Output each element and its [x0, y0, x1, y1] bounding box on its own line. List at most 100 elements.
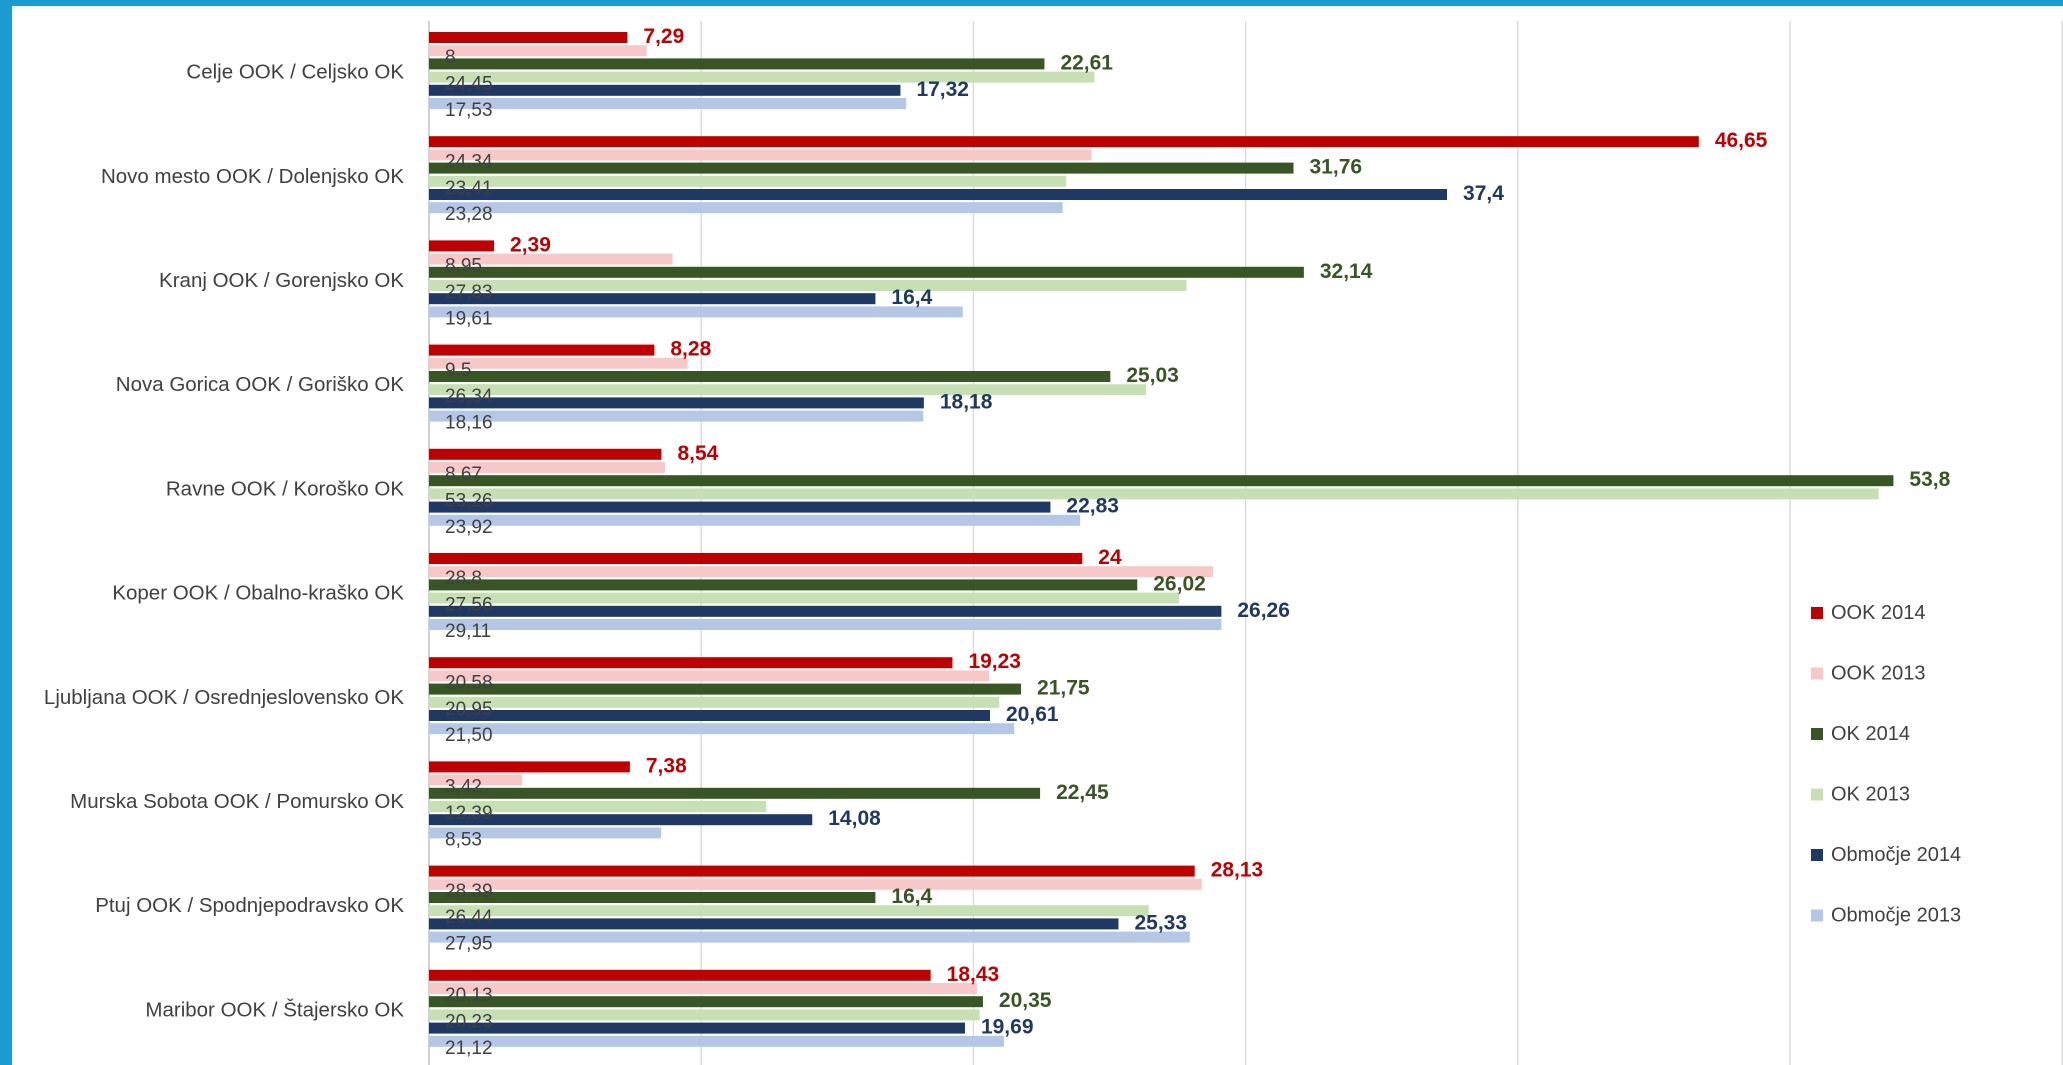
bar-ok-2013-ptuj-ook-spodnjepodravsko-ok — [429, 905, 1149, 917]
data-label-ook-2014-ravne-ook-korosko-ok: 8,54 — [677, 442, 718, 465]
data-label-ook-2013-koper-ook-obalno-krasko-ok: 28,8 — [445, 568, 482, 589]
data-label-ook-2013-ptuj-ook-spodnjepodravsko-ok: 28,39 — [445, 881, 493, 902]
data-label-ok-2014-kranj-ook-gorenjsko-ok: 32,14 — [1320, 260, 1373, 283]
bar-ok-2014-novo-mesto-ook-dolenjsko-ok — [429, 162, 1294, 174]
legend-swatch-ok-2014 — [1811, 728, 1823, 740]
bar-ook-2013-kranj-ook-gorenjsko-ok — [429, 253, 673, 265]
data-label-ook-2013-celje-ook-celjsko-ok: 8 — [445, 47, 456, 68]
bar-ook-2014-nova-gorica-ook-gorisko-ok — [429, 344, 655, 356]
category-label-murska-sobota-ook-pomursko-ok: Murska Sobota OOK / Pomursko OK — [70, 790, 404, 813]
category-label-novo-mesto-ook-dolenjsko-ok: Novo mesto OOK / Dolenjsko OK — [101, 165, 404, 188]
data-label-ok-2013-kranj-ook-gorenjsko-ok: 27,83 — [445, 282, 493, 303]
legend-swatch-ook-2014 — [1811, 607, 1823, 619]
bar-obmocje-2014-nova-gorica-ook-gorisko-ok — [429, 397, 924, 409]
bar-obmocje-2014-ravne-ook-korosko-ok — [429, 501, 1051, 513]
chart-frame: Celje OOK / Celjsko OK Novo mesto OOK / D… — [12, 6, 2063, 1065]
bar-ok-2013-murska-sobota-ook-pomursko-ok — [429, 801, 767, 812]
bar-obmocje-2014-novo-mesto-ook-dolenjsko-ok — [429, 189, 1448, 200]
data-label-ok-2013-ljubljana-ook-osrednjeslovensko-ok: 20,95 — [445, 699, 493, 720]
data-label-obmocje-2013-celje-ook-celjsko-ok: 17,53 — [445, 100, 493, 121]
data-label-ook-2014-novo-mesto-ook-dolenjsko-ok: 46,65 — [1715, 129, 1768, 152]
bar-ook-2014-celje-ook-celjsko-ok — [429, 32, 628, 43]
data-label-ook-2014-koper-ook-obalno-krasko-ok: 24 — [1098, 546, 1122, 569]
bar-ook-2014-ptuj-ook-spodnjepodravsko-ok — [429, 865, 1195, 877]
data-label-obmocje-2013-ravne-ook-korosko-ok: 23,92 — [445, 517, 493, 538]
data-label-ook-2013-maribor-ook-stajersko-ok: 20,13 — [445, 985, 493, 1006]
bar-obmocje-2013-celje-ook-celjsko-ok — [429, 98, 907, 109]
bar-obmocje-2014-celje-ook-celjsko-ok — [429, 84, 901, 96]
legend-swatch-ok-2013 — [1811, 788, 1823, 801]
bar-ook-2014-maribor-ook-stajersko-ok — [429, 969, 931, 981]
data-label-ook-2014-nova-gorica-ook-gorisko-ok: 8,28 — [670, 338, 711, 361]
bar-ook-2014-kranj-ook-gorenjsko-ok — [429, 240, 495, 252]
bar-ok-2014-maribor-ook-stajersko-ok — [429, 996, 983, 1008]
legend-label-ok-2013: OK 2013 — [1831, 784, 1910, 806]
data-label-ook-2013-nova-gorica-ook-gorisko-ok: 9,5 — [445, 360, 471, 381]
category-label-ravne-ook-korosko-ok: Ravne OOK / Koroško OK — [166, 477, 404, 500]
bar-ok-2013-ljubljana-ook-osrednjeslovensko-ok — [429, 696, 1000, 708]
bar-ok-2014-nova-gorica-ook-gorisko-ok — [429, 371, 1111, 382]
category-label-koper-ook-obalno-krasko-ok: Koper OOK / Obalno-kraško OK — [112, 582, 404, 605]
data-label-obmocje-2014-ravne-ook-korosko-ok: 22,83 — [1066, 495, 1119, 518]
data-label-ook-2014-celje-ook-celjsko-ok: 7,29 — [643, 25, 684, 48]
data-labels: 7,29 8 22,61 24,45 17,32 17,53 46,65 24,34 31,76… — [445, 25, 1951, 1059]
data-label-obmocje-2014-novo-mesto-ook-dolenjsko-ok: 37,4 — [1463, 182, 1504, 205]
data-label-ok-2014-ljubljana-ook-osrednjeslovensko-ok: 21,75 — [1037, 677, 1090, 700]
data-label-ok-2014-ravne-ook-korosko-ok: 53,8 — [1909, 468, 1950, 491]
data-label-obmocje-2014-murska-sobota-ook-pomursko-ok: 14,08 — [828, 807, 881, 830]
category-label-ljubljana-ook-osrednjeslovensko-ok: Ljubljana OOK / Osrednjeslovensko OK — [44, 686, 404, 709]
data-label-ook-2014-murska-sobota-ook-pomursko-ok: 7,38 — [646, 754, 687, 777]
bar-ook-2014-ljubljana-ook-osrednjeslovensko-ok — [429, 657, 953, 669]
bar-chart: Celje OOK / Celjsko OK Novo mesto OOK / D… — [44, 21, 2063, 1065]
bar-ok-2014-ljubljana-ook-osrednjeslovensko-ok — [429, 683, 1022, 695]
data-label-obmocje-2014-koper-ook-obalno-krasko-ok: 26,26 — [1237, 599, 1290, 622]
bar-ook-2013-ptuj-ook-spodnjepodravsko-ok — [429, 878, 1202, 890]
data-label-ok-2014-koper-ook-obalno-krasko-ok: 26,02 — [1153, 572, 1206, 595]
data-label-ook-2013-ravne-ook-korosko-ok: 8,67 — [445, 464, 482, 485]
data-label-obmocje-2013-maribor-ook-stajersko-ok: 21,12 — [445, 1038, 493, 1059]
bar-obmocje-2014-ptuj-ook-spodnjepodravsko-ok — [429, 918, 1119, 930]
data-label-obmocje-2014-nova-gorica-ook-gorisko-ok: 18,18 — [940, 390, 993, 413]
bar-ok-2013-maribor-ook-stajersko-ok — [429, 1009, 980, 1021]
bar-ook-2013-celje-ook-celjsko-ok — [429, 45, 647, 57]
bar-ook-2014-koper-ook-obalno-krasko-ok — [429, 553, 1083, 564]
data-label-obmocje-2013-ljubljana-ook-osrednjeslovensko-ok: 21,50 — [445, 725, 493, 746]
data-label-ook-2013-murska-sobota-ook-pomursko-ok: 3,42 — [445, 777, 482, 798]
bar-ook-2013-murska-sobota-ook-pomursko-ok — [429, 774, 523, 786]
bar-ok-2013-ravne-ook-korosko-ok — [429, 488, 1879, 500]
category-label-celje-ook-celjsko-ok: Celje OOK / Celjsko OK — [186, 61, 404, 84]
bar-ook-2013-ljubljana-ook-osrednjeslovensko-ok — [429, 670, 990, 682]
bar-ook-2013-novo-mesto-ook-dolenjsko-ok — [429, 149, 1092, 161]
category-label-nova-gorica-ook-gorisko-ok: Nova Gorica OOK / Goriško OK — [116, 373, 405, 396]
bar-ok-2013-celje-ook-celjsko-ok — [429, 71, 1095, 83]
data-label-obmocje-2014-ljubljana-ook-osrednjeslovensko-ok: 20,61 — [1006, 703, 1059, 726]
data-label-obmocje-2014-celje-ook-celjsko-ok: 17,32 — [916, 78, 969, 101]
data-label-ook-2013-kranj-ook-gorenjsko-ok: 8,95 — [445, 256, 482, 277]
bar-ook-2013-nova-gorica-ook-gorisko-ok — [429, 357, 688, 369]
data-label-obmocje-2013-koper-ook-obalno-krasko-ok: 29,11 — [445, 621, 491, 642]
bar-obmocje-2014-koper-ook-obalno-krasko-ok — [429, 605, 1222, 617]
bar-ok-2013-kranj-ook-gorenjsko-ok — [429, 280, 1187, 291]
data-label-ok-2014-novo-mesto-ook-dolenjsko-ok: 31,76 — [1310, 156, 1363, 179]
data-label-ook-2014-maribor-ook-stajersko-ok: 18,43 — [947, 963, 1000, 986]
data-label-ok-2013-murska-sobota-ook-pomursko-ok: 12,39 — [445, 803, 493, 824]
data-label-obmocje-2014-ptuj-ook-spodnjepodravsko-ok: 25,33 — [1134, 911, 1187, 934]
bar-ok-2014-celje-ook-celjsko-ok — [429, 58, 1045, 70]
data-label-ok-2014-maribor-ook-stajersko-ok: 20,35 — [999, 989, 1052, 1012]
bar-obmocje-2013-novo-mesto-ook-dolenjsko-ok — [429, 202, 1063, 214]
data-label-obmocje-2013-ptuj-ook-spodnjepodravsko-ok: 27,95 — [445, 934, 493, 955]
category-labels: Celje OOK / Celjsko OK Novo mesto OOK / D… — [44, 61, 404, 1022]
bar-ook-2014-murska-sobota-ook-pomursko-ok — [429, 761, 630, 773]
bar-ok-2013-novo-mesto-ook-dolenjsko-ok — [429, 175, 1067, 187]
bar-obmocje-2013-nova-gorica-ook-gorisko-ok — [429, 410, 924, 422]
bar-ook-2014-ravne-ook-korosko-ok — [429, 448, 662, 460]
data-label-obmocje-2014-maribor-ook-stajersko-ok: 19,69 — [981, 1016, 1034, 1039]
data-label-ok-2013-ptuj-ook-spodnjepodravsko-ok: 26,44 — [445, 907, 493, 928]
data-label-obmocje-2013-nova-gorica-ook-gorisko-ok: 18,16 — [445, 413, 493, 434]
bar-ok-2013-koper-ook-obalno-krasko-ok — [429, 592, 1180, 604]
data-label-ok-2013-koper-ook-obalno-krasko-ok: 27,56 — [445, 595, 493, 616]
bar-ook-2013-maribor-ook-stajersko-ok — [429, 983, 977, 994]
legend: OOK 2014 OOK 2013 OK 2014 OK 2013 Območje 20… — [1811, 602, 1961, 927]
data-label-ok-2013-novo-mesto-ook-dolenjsko-ok: 23,41 — [445, 178, 493, 199]
data-label-ok-2014-celje-ook-celjsko-ok: 22,61 — [1060, 51, 1113, 74]
